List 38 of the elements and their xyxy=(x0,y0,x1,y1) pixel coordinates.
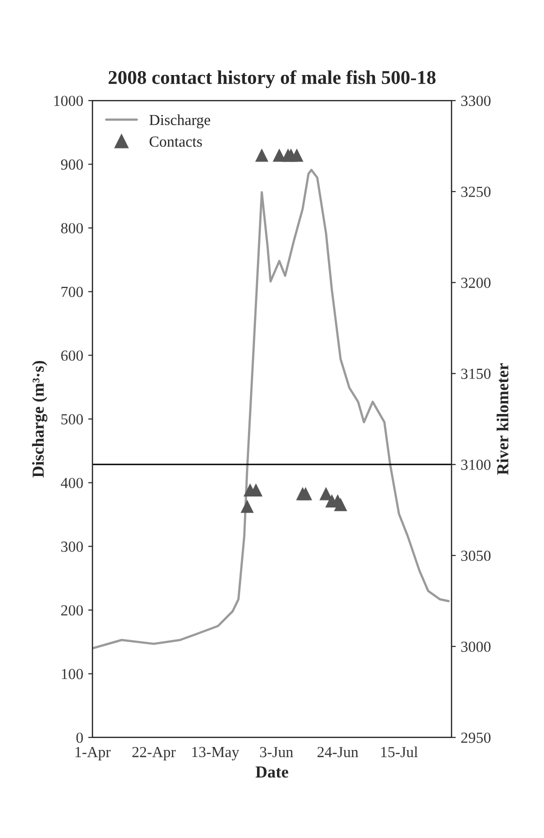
line-series xyxy=(92,168,450,650)
legend-label: Discharge xyxy=(149,114,210,128)
y2-tick-label: 3100 xyxy=(461,460,491,470)
x-tick-label: 22-Apr xyxy=(132,746,176,760)
point xyxy=(319,487,333,500)
y-tick-label: 300 xyxy=(61,542,83,552)
point xyxy=(290,148,304,162)
x-tick-label: 13-May xyxy=(192,746,240,760)
chart-title: 2008 contact history of male fish 500-18 xyxy=(108,70,436,88)
point xyxy=(298,487,312,500)
legend-label: Contacts xyxy=(150,136,202,147)
x-tick-label: 24-Jun xyxy=(318,746,358,758)
y-axis-title: Discharge (m³·s) xyxy=(32,360,48,478)
y2-tick-label: 2950 xyxy=(461,732,491,743)
y-tick-label: 100 xyxy=(62,668,83,680)
y-tick-label: 1000 xyxy=(54,96,83,106)
y-tick-label: 700 xyxy=(62,286,83,298)
y-tick-label: 500 xyxy=(61,414,83,424)
point xyxy=(255,148,268,162)
y2-tick-label: 3300 xyxy=(461,96,491,106)
x-tick-label: 3-Jun xyxy=(260,746,294,758)
y2-tick-label: 3150 xyxy=(461,368,491,379)
y-tick-label: 600 xyxy=(61,350,83,361)
y2-tick-label: 3200 xyxy=(461,278,491,288)
point xyxy=(334,498,348,512)
y-tick-label: 900 xyxy=(61,159,83,170)
y-tick-label: 0 xyxy=(76,732,83,743)
y2-axis-title: River kilometer xyxy=(496,363,508,475)
y2-tick-label: 3050 xyxy=(461,550,491,561)
y2-tick-label: 3000 xyxy=(461,642,491,652)
x-axis-title: Date xyxy=(256,766,288,778)
y-tick-label: 200 xyxy=(61,605,83,616)
x-tick-label: 15-Jul xyxy=(381,746,418,758)
x-tick-label: 1-Apr xyxy=(76,746,111,760)
y-tick-label: 400 xyxy=(60,478,83,488)
point xyxy=(240,500,254,513)
y2-tick-label: 3250 xyxy=(461,186,491,197)
y-tick-label: 800 xyxy=(61,223,83,234)
